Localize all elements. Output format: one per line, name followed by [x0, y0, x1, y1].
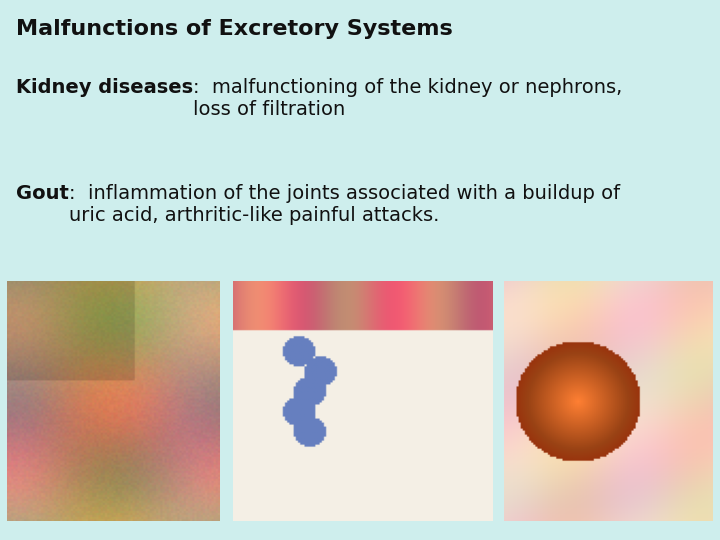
Text: Malfunctions of Excretory Systems: Malfunctions of Excretory Systems: [16, 19, 453, 39]
Text: Gout: Gout: [16, 184, 68, 202]
Text: :  inflammation of the joints associated with a buildup of
uric acid, arthritic-: : inflammation of the joints associated …: [68, 184, 620, 225]
Text: :  malfunctioning of the kidney or nephrons,
loss of filtration: : malfunctioning of the kidney or nephro…: [193, 78, 622, 119]
Text: Kidney diseases: Kidney diseases: [16, 78, 193, 97]
